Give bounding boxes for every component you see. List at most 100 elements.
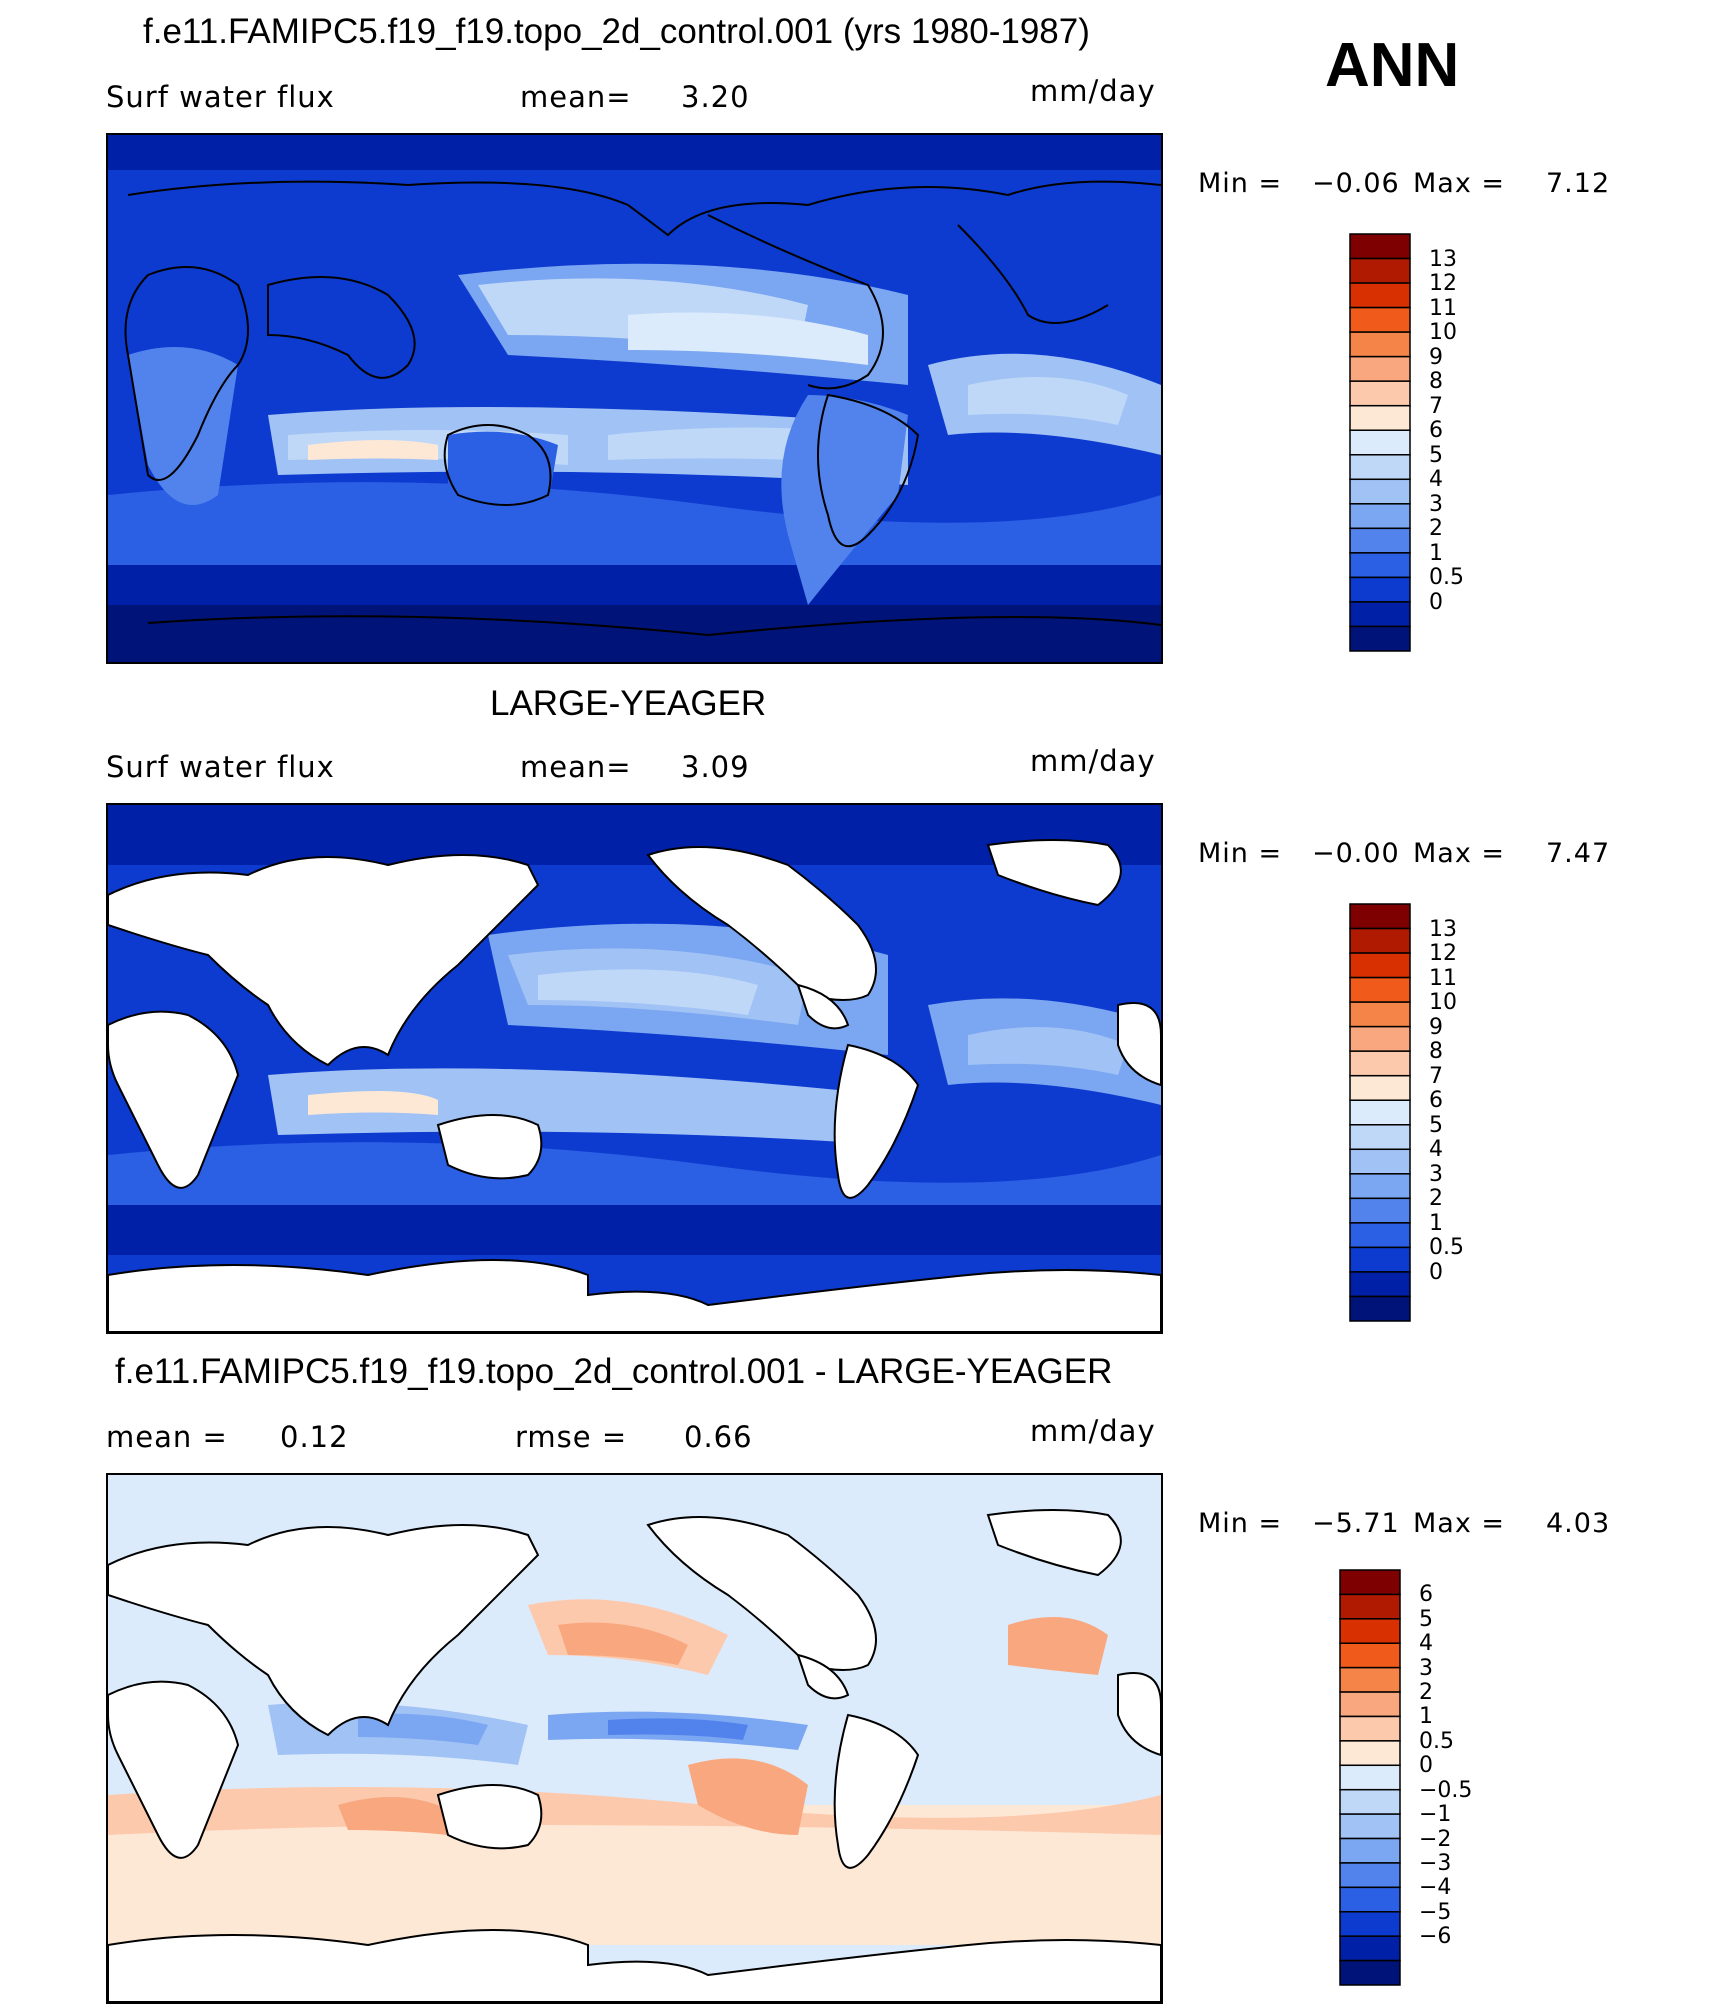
colorbar-swatch [1349, 1148, 1411, 1175]
colorbar-swatch [1339, 1935, 1401, 1962]
colorbar-swatch [1349, 1025, 1411, 1052]
panel-2-variable-label: Surf water flux [106, 750, 335, 784]
colorbar-tick-label: 10 [1429, 320, 1457, 346]
colorbar-tick-label: 5 [1419, 1606, 1433, 1632]
colorbar-tick-label: 2 [1419, 1680, 1433, 1706]
colorbar-tick-label: 6 [1429, 418, 1443, 444]
panel-1-max-value: 7.12 [1546, 168, 1611, 199]
panel-1-mean-value: 3.20 [681, 80, 750, 114]
colorbar-swatch [1339, 1666, 1401, 1693]
colorbar-swatch [1349, 1222, 1411, 1249]
colorbar-tick-label: 7 [1429, 393, 1443, 419]
colorbar-swatch [1349, 1001, 1411, 1028]
panel-2-max-value: 7.47 [1546, 838, 1611, 869]
colorbar-swatch [1339, 1788, 1401, 1815]
panel-2-mean-label: mean= [520, 750, 632, 784]
colorbar-swatch [1339, 1837, 1401, 1864]
colorbar-swatch [1349, 1074, 1411, 1101]
panel-1-variable-label: Surf water flux [106, 80, 335, 114]
colorbar-swatch [1349, 404, 1411, 431]
colorbar-tick-label: 0.5 [1429, 565, 1464, 591]
colorbar-swatch [1339, 1569, 1401, 1596]
colorbar-swatch [1339, 1593, 1401, 1620]
colorbar-tick-label: 0.5 [1419, 1728, 1454, 1754]
panel-3-min-label: Min = [1198, 1508, 1283, 1539]
colorbar-tick-label: 9 [1429, 344, 1443, 370]
panel-3-colorbar: 6 5 4 3 2 1 0.5 0 −0.5 −1 −2 −3 −4 −5 −6 [1339, 1569, 1472, 1986]
panel-2-min-label: Min = [1198, 838, 1283, 869]
colorbar-tick-label: 1 [1429, 1210, 1443, 1236]
colorbar-tick-label: 0 [1429, 1259, 1443, 1285]
colorbar-tick-label: −4 [1419, 1875, 1452, 1901]
colorbar-swatch [1349, 380, 1411, 407]
colorbar-tick-label: 3 [1429, 1161, 1443, 1187]
colorbar-tick-label: 2 [1429, 516, 1443, 542]
colorbar-swatch [1339, 1911, 1401, 1937]
colorbar-swatch [1349, 1271, 1411, 1298]
colorbar-svg [1339, 1569, 1401, 1986]
colorbar-tick-label: 0 [1419, 1753, 1433, 1779]
panel-3-min-value: −5.71 [1312, 1508, 1400, 1539]
colorbar-swatch [1339, 1862, 1401, 1889]
panel-3-max-label: Max = [1413, 1508, 1506, 1539]
colorbar-swatch [1339, 1959, 1401, 1986]
panel-2-units: mm/day [1030, 744, 1156, 778]
colorbar-tick-label: 5 [1429, 1112, 1443, 1138]
colorbar-tick-label: 0 [1429, 589, 1443, 615]
colorbar-swatch [1349, 527, 1411, 554]
colorbar-swatch [1349, 552, 1411, 579]
panel-1-min-value: −0.06 [1312, 168, 1400, 199]
colorbar-tick-label: 0.5 [1429, 1235, 1464, 1261]
colorbar-tick-label: 1 [1419, 1704, 1433, 1730]
colorbar-swatch [1349, 257, 1411, 284]
colorbar-swatch [1339, 1715, 1401, 1742]
colorbar-tick-label: 4 [1429, 467, 1443, 493]
colorbar-swatch [1339, 1642, 1401, 1669]
colorbar-tick-label: 4 [1429, 1137, 1443, 1163]
panel-2-min-value: −0.00 [1312, 838, 1400, 869]
colorbar-tick-label: −3 [1419, 1850, 1452, 1876]
panel-1-map [106, 133, 1163, 664]
colorbar-tick-label: 2 [1429, 1186, 1443, 1212]
panel-1-colorbar: 13 12 11 10 9 8 7 6 5 4 3 2 1 0.5 0 [1349, 233, 1464, 652]
colorbar-swatch [1339, 1886, 1401, 1913]
colorbar-tick-label: −1 [1419, 1802, 1452, 1828]
colorbar-swatch [1349, 478, 1411, 505]
colorbar-swatch [1349, 429, 1411, 456]
colorbar-swatch [1349, 1050, 1411, 1077]
colorbar-svg [1349, 233, 1411, 652]
colorbar-swatch [1339, 1618, 1401, 1644]
colorbar-tick-label: 10 [1429, 990, 1457, 1016]
colorbar-tick-label: 6 [1429, 1088, 1443, 1114]
panel-3-units: mm/day [1030, 1414, 1156, 1448]
colorbar-tick-label: 8 [1429, 1039, 1443, 1065]
colorbar-swatch [1349, 601, 1411, 628]
panel-1-units: mm/day [1030, 74, 1156, 108]
colorbar-tick-label: 11 [1429, 965, 1457, 991]
colorbar-tick-label: 9 [1429, 1014, 1443, 1040]
colorbar-swatch [1349, 454, 1411, 481]
colorbar-tick-label: 7 [1429, 1063, 1443, 1089]
colorbar-swatch [1349, 1124, 1411, 1151]
colorbar-swatch [1349, 331, 1411, 358]
panel-1-min-label: Min = [1198, 168, 1283, 199]
colorbar-tick-label: 6 [1419, 1582, 1433, 1608]
panel-3-mean-label: mean = [106, 1420, 228, 1454]
colorbar-tick-label: 3 [1419, 1655, 1433, 1681]
colorbar-tick-label: 13 [1429, 246, 1457, 272]
colorbar-swatch [1339, 1813, 1401, 1840]
panel-3-max-value: 4.03 [1546, 1508, 1611, 1539]
colorbar-tick-label: 5 [1429, 442, 1443, 468]
panel-3-map [106, 1473, 1163, 2004]
panel-2-colorbar: 13 12 11 10 9 8 7 6 5 4 3 2 1 0.5 0 [1349, 903, 1464, 1322]
colorbar-swatch [1349, 355, 1411, 382]
colorbar-swatch [1349, 503, 1411, 530]
colorbar-swatch [1349, 976, 1411, 1003]
colorbar-tick-label: −6 [1419, 1924, 1452, 1950]
colorbar-swatch [1349, 1295, 1411, 1322]
colorbar-swatch [1349, 1246, 1411, 1273]
panel-1-mean-label: mean= [520, 80, 632, 114]
panel-1-max-label: Max = [1413, 168, 1506, 199]
colorbar-swatch [1349, 576, 1411, 603]
colorbar-swatch [1349, 1197, 1411, 1224]
